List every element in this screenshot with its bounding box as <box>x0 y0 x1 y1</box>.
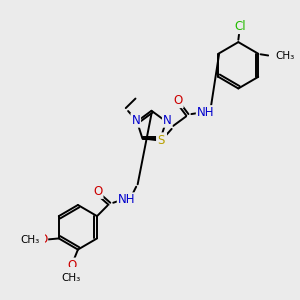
Text: S: S <box>157 134 164 147</box>
Text: Cl: Cl <box>234 20 246 33</box>
Text: N: N <box>131 114 140 127</box>
Text: O: O <box>68 259 77 272</box>
Text: CH₃: CH₃ <box>61 272 80 283</box>
Text: CH₃: CH₃ <box>21 235 40 245</box>
Text: O: O <box>93 185 103 198</box>
Text: NH: NH <box>197 106 214 119</box>
Text: O: O <box>173 94 183 107</box>
Text: N: N <box>157 134 166 146</box>
Text: O: O <box>38 233 47 246</box>
Text: N: N <box>163 114 172 127</box>
Text: NH: NH <box>118 193 135 206</box>
Text: CH₃: CH₃ <box>275 51 294 61</box>
